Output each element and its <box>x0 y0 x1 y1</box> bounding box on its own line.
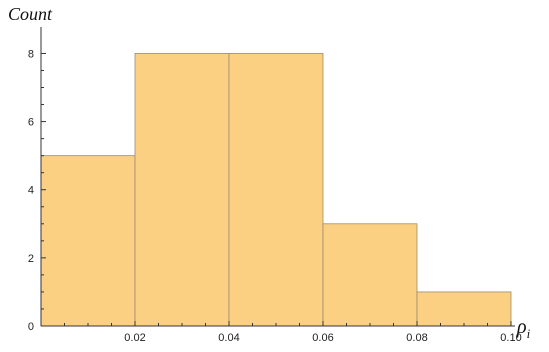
bar-2 <box>228 53 324 327</box>
x-ticks-group: 0.02 0.04 0.06 0.08 0.10 <box>64 321 522 344</box>
bar-4 <box>416 291 512 327</box>
y-ticks-group: 0 2 4 6 8 <box>28 48 46 333</box>
x-tick-label: 0.08 <box>406 332 427 344</box>
x-tick-label: 0.02 <box>124 332 145 344</box>
x-axis-title: ρi <box>516 316 531 341</box>
x-axis-title-base: ρ <box>516 316 527 338</box>
y-tick-label: 6 <box>28 117 34 129</box>
bars-group <box>40 53 512 327</box>
bar-3 <box>322 223 418 327</box>
y-tick-label: 8 <box>28 48 34 60</box>
y-tick-label: 0 <box>28 321 34 333</box>
x-tick-label: 0.06 <box>312 332 333 344</box>
bar-0 <box>40 155 136 327</box>
x-tick-label: 0.10 <box>500 332 521 344</box>
x-tick-label: 0.04 <box>218 332 239 344</box>
x-axis-title-sub: i <box>527 326 531 341</box>
y-tick-label: 2 <box>28 253 34 265</box>
bar-1 <box>134 53 230 327</box>
axes-group <box>40 27 515 327</box>
y-axis-title: Count <box>8 4 53 24</box>
y-tick-label: 4 <box>28 185 34 197</box>
